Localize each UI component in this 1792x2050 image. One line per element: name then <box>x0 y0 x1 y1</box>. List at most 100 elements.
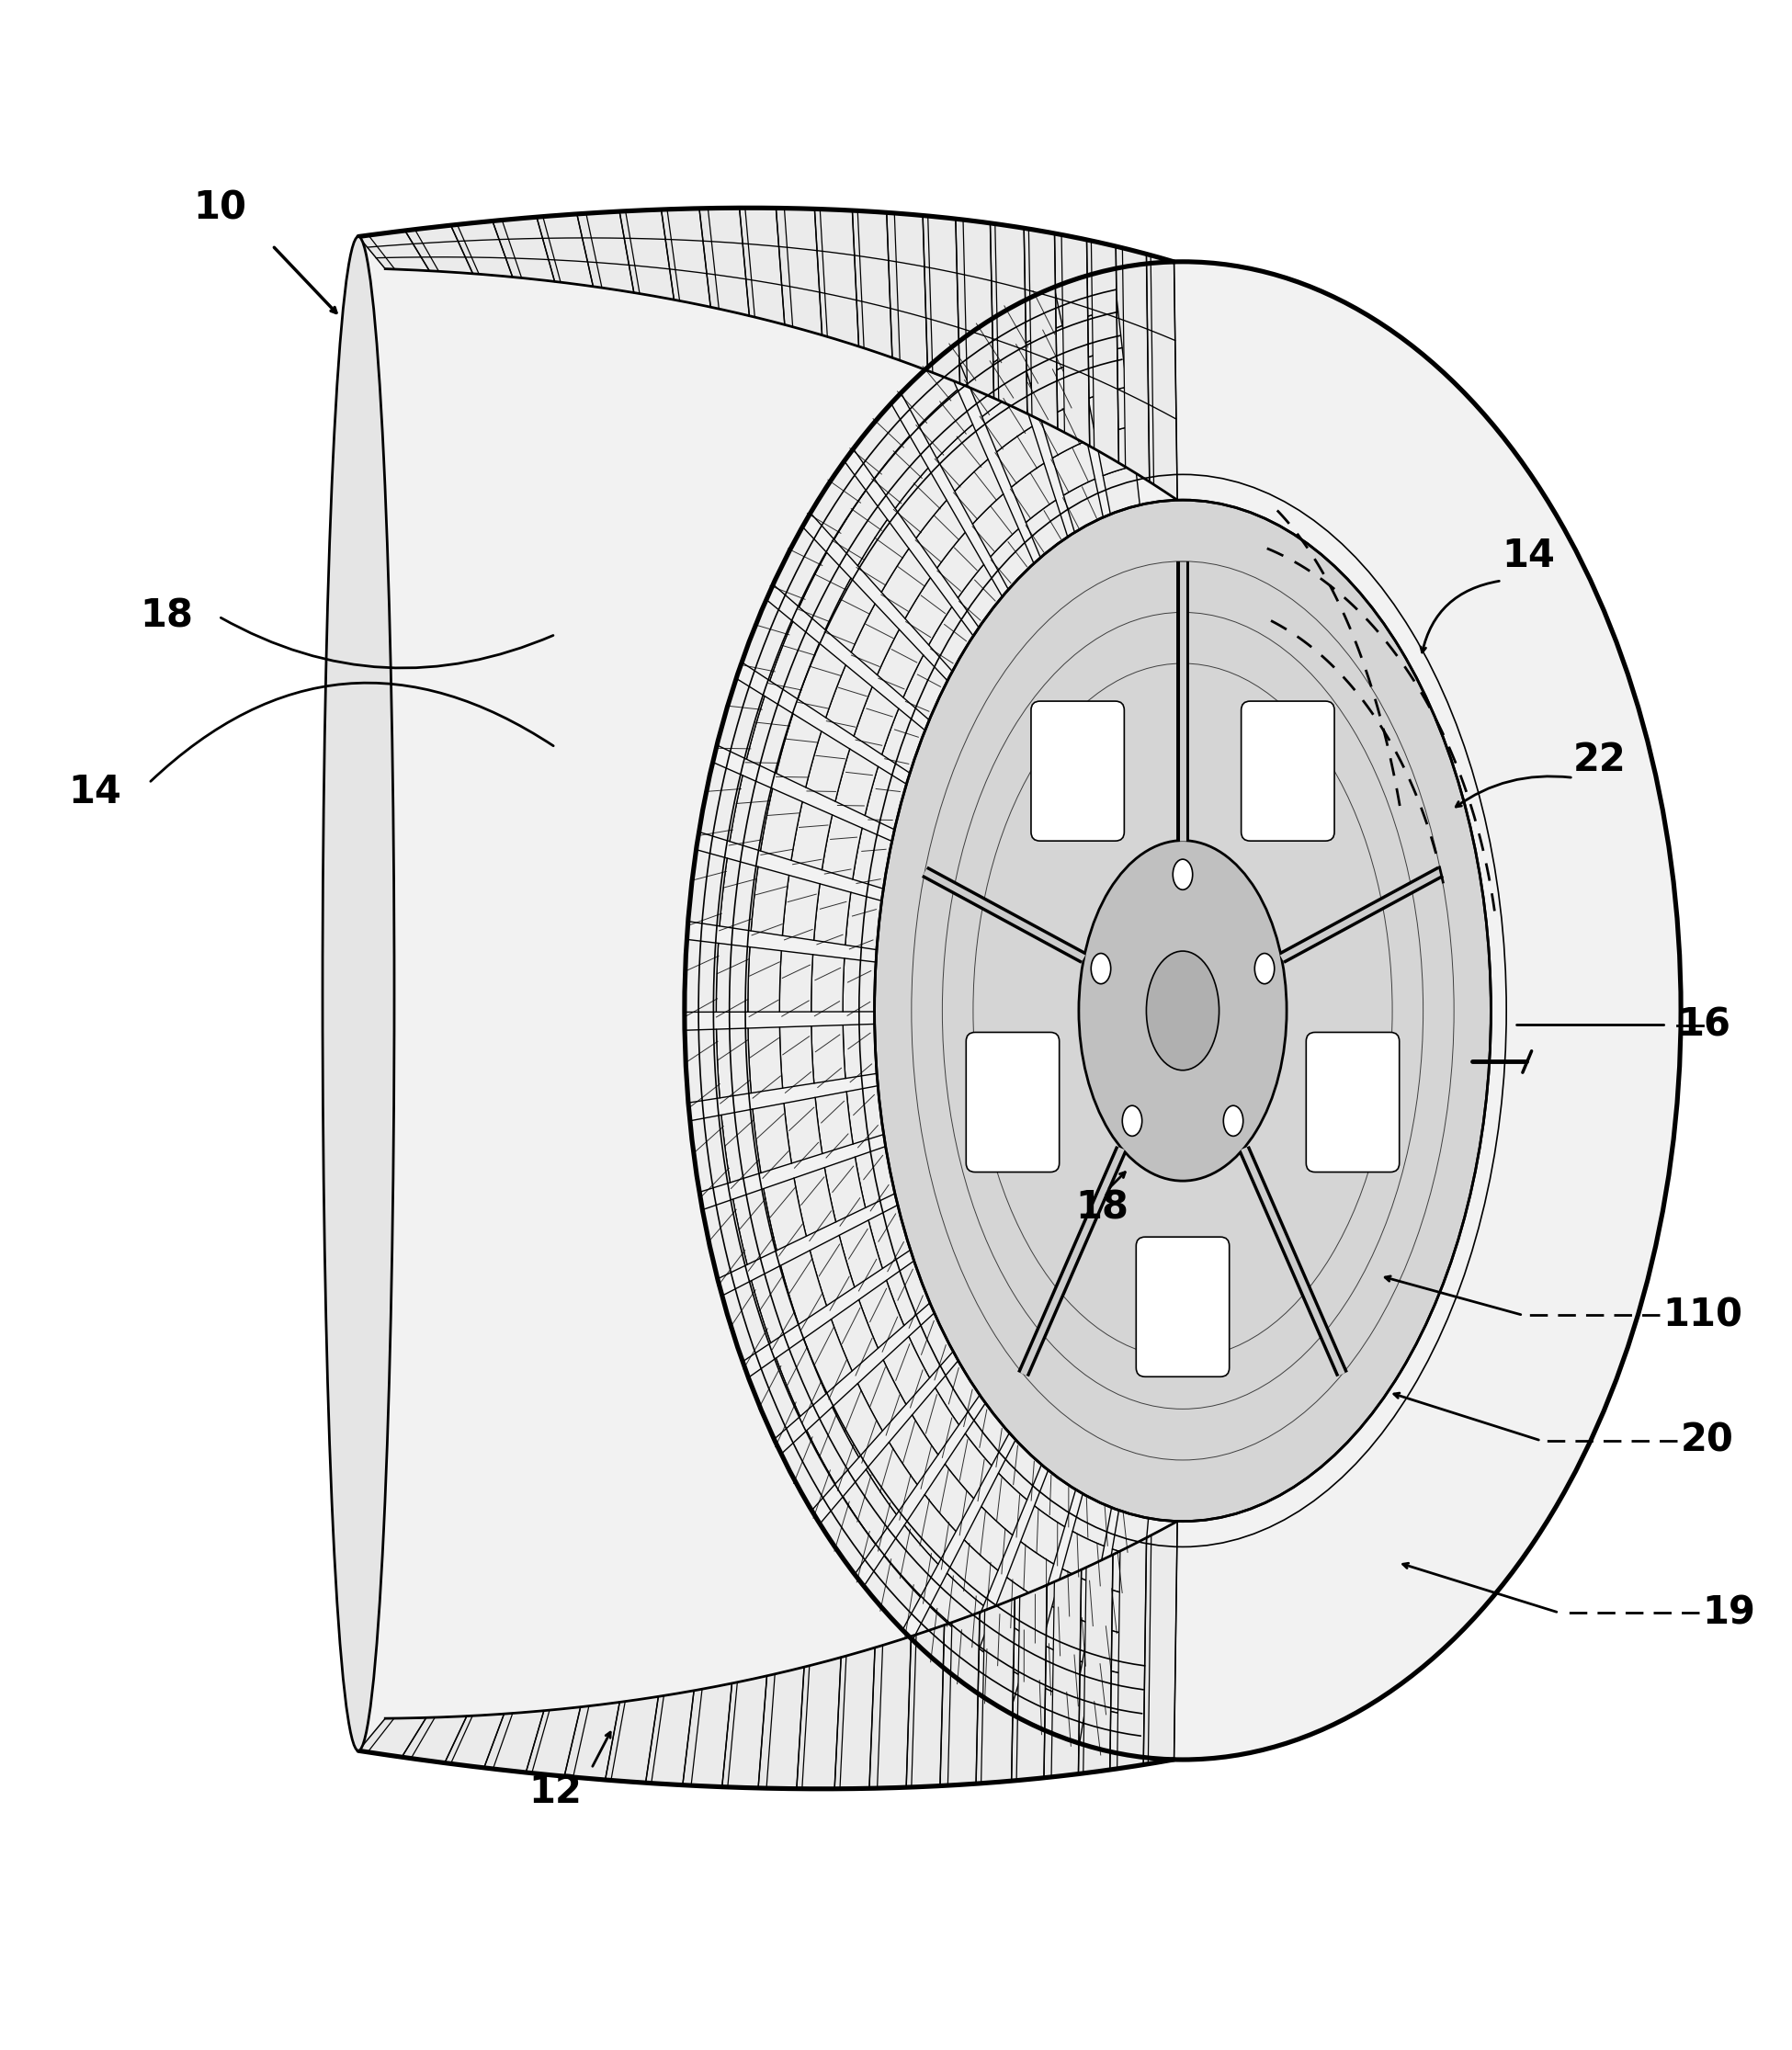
Polygon shape <box>1106 1550 1145 1597</box>
Polygon shape <box>835 748 878 816</box>
Polygon shape <box>720 859 758 931</box>
Polygon shape <box>1063 480 1104 533</box>
Ellipse shape <box>874 500 1491 1521</box>
Polygon shape <box>1066 269 1118 322</box>
Polygon shape <box>946 1540 998 1605</box>
Polygon shape <box>821 209 858 346</box>
FancyBboxPatch shape <box>966 1033 1059 1173</box>
Polygon shape <box>692 1683 731 1788</box>
Polygon shape <box>973 494 1018 558</box>
Polygon shape <box>780 1027 814 1089</box>
Polygon shape <box>728 1675 767 1788</box>
Polygon shape <box>864 1556 921 1630</box>
Polygon shape <box>772 527 826 607</box>
Polygon shape <box>1113 1511 1149 1558</box>
Polygon shape <box>1041 402 1086 457</box>
Ellipse shape <box>323 236 394 1751</box>
Polygon shape <box>586 211 634 293</box>
Polygon shape <box>982 390 1032 451</box>
Polygon shape <box>803 1656 840 1790</box>
Polygon shape <box>964 1507 1012 1570</box>
Polygon shape <box>751 867 788 935</box>
Polygon shape <box>842 1470 896 1544</box>
Polygon shape <box>824 578 874 652</box>
Polygon shape <box>833 490 887 566</box>
FancyArrowPatch shape <box>151 683 554 781</box>
Text: 18: 18 <box>140 597 194 636</box>
Ellipse shape <box>1122 1105 1142 1136</box>
Polygon shape <box>1020 326 1070 383</box>
Polygon shape <box>745 207 785 324</box>
Polygon shape <box>903 656 948 720</box>
Polygon shape <box>842 957 876 1013</box>
Polygon shape <box>824 1156 866 1222</box>
Polygon shape <box>916 500 966 568</box>
Polygon shape <box>690 1115 729 1193</box>
FancyBboxPatch shape <box>1030 701 1124 840</box>
Polygon shape <box>866 1443 918 1515</box>
Polygon shape <box>993 1576 1043 1638</box>
Polygon shape <box>1091 240 1118 463</box>
Polygon shape <box>858 1281 903 1349</box>
Polygon shape <box>1021 1507 1064 1564</box>
Polygon shape <box>1098 1589 1142 1636</box>
Polygon shape <box>688 849 728 927</box>
Polygon shape <box>815 1091 853 1154</box>
Polygon shape <box>702 1199 747 1279</box>
Polygon shape <box>953 316 1009 381</box>
Text: 16: 16 <box>1677 1007 1731 1043</box>
Polygon shape <box>1030 363 1079 420</box>
Polygon shape <box>1052 441 1095 496</box>
Polygon shape <box>1063 1531 1104 1585</box>
Polygon shape <box>831 1384 882 1458</box>
Polygon shape <box>831 1300 878 1371</box>
Text: 20: 20 <box>1681 1421 1735 1460</box>
Polygon shape <box>878 629 923 697</box>
Text: 10: 10 <box>194 189 247 228</box>
Polygon shape <box>935 1361 980 1425</box>
Polygon shape <box>410 1716 466 1763</box>
Polygon shape <box>810 1236 855 1306</box>
Polygon shape <box>1150 254 1177 500</box>
Polygon shape <box>955 459 1004 525</box>
Polygon shape <box>814 884 851 945</box>
Polygon shape <box>452 1714 504 1767</box>
Polygon shape <box>919 390 973 459</box>
FancyBboxPatch shape <box>1242 701 1335 840</box>
Polygon shape <box>928 607 973 670</box>
Polygon shape <box>810 461 866 539</box>
Polygon shape <box>1007 1542 1054 1601</box>
Polygon shape <box>869 1205 910 1269</box>
Polygon shape <box>794 1168 835 1236</box>
Ellipse shape <box>1224 1105 1244 1136</box>
Polygon shape <box>717 943 749 1013</box>
Polygon shape <box>905 578 952 646</box>
Polygon shape <box>667 209 711 308</box>
Polygon shape <box>1122 248 1149 482</box>
Ellipse shape <box>1091 953 1111 984</box>
Polygon shape <box>894 213 928 371</box>
Polygon shape <box>803 1320 851 1394</box>
Polygon shape <box>826 664 873 736</box>
Polygon shape <box>781 1250 826 1324</box>
Polygon shape <box>767 1667 805 1790</box>
Polygon shape <box>995 223 1027 414</box>
Polygon shape <box>948 1611 980 1786</box>
Polygon shape <box>760 789 803 861</box>
Polygon shape <box>959 564 1002 627</box>
Polygon shape <box>792 802 831 869</box>
Polygon shape <box>720 1109 762 1183</box>
Polygon shape <box>978 1613 1032 1675</box>
Polygon shape <box>369 230 430 271</box>
Polygon shape <box>780 951 814 1013</box>
Polygon shape <box>912 1607 969 1677</box>
Polygon shape <box>823 816 862 879</box>
Polygon shape <box>874 437 928 508</box>
Polygon shape <box>493 1710 545 1773</box>
Polygon shape <box>742 599 792 681</box>
FancyArrowPatch shape <box>220 617 554 668</box>
Polygon shape <box>747 697 794 773</box>
Polygon shape <box>650 1691 694 1786</box>
Polygon shape <box>858 519 909 592</box>
Polygon shape <box>1116 1538 1147 1769</box>
